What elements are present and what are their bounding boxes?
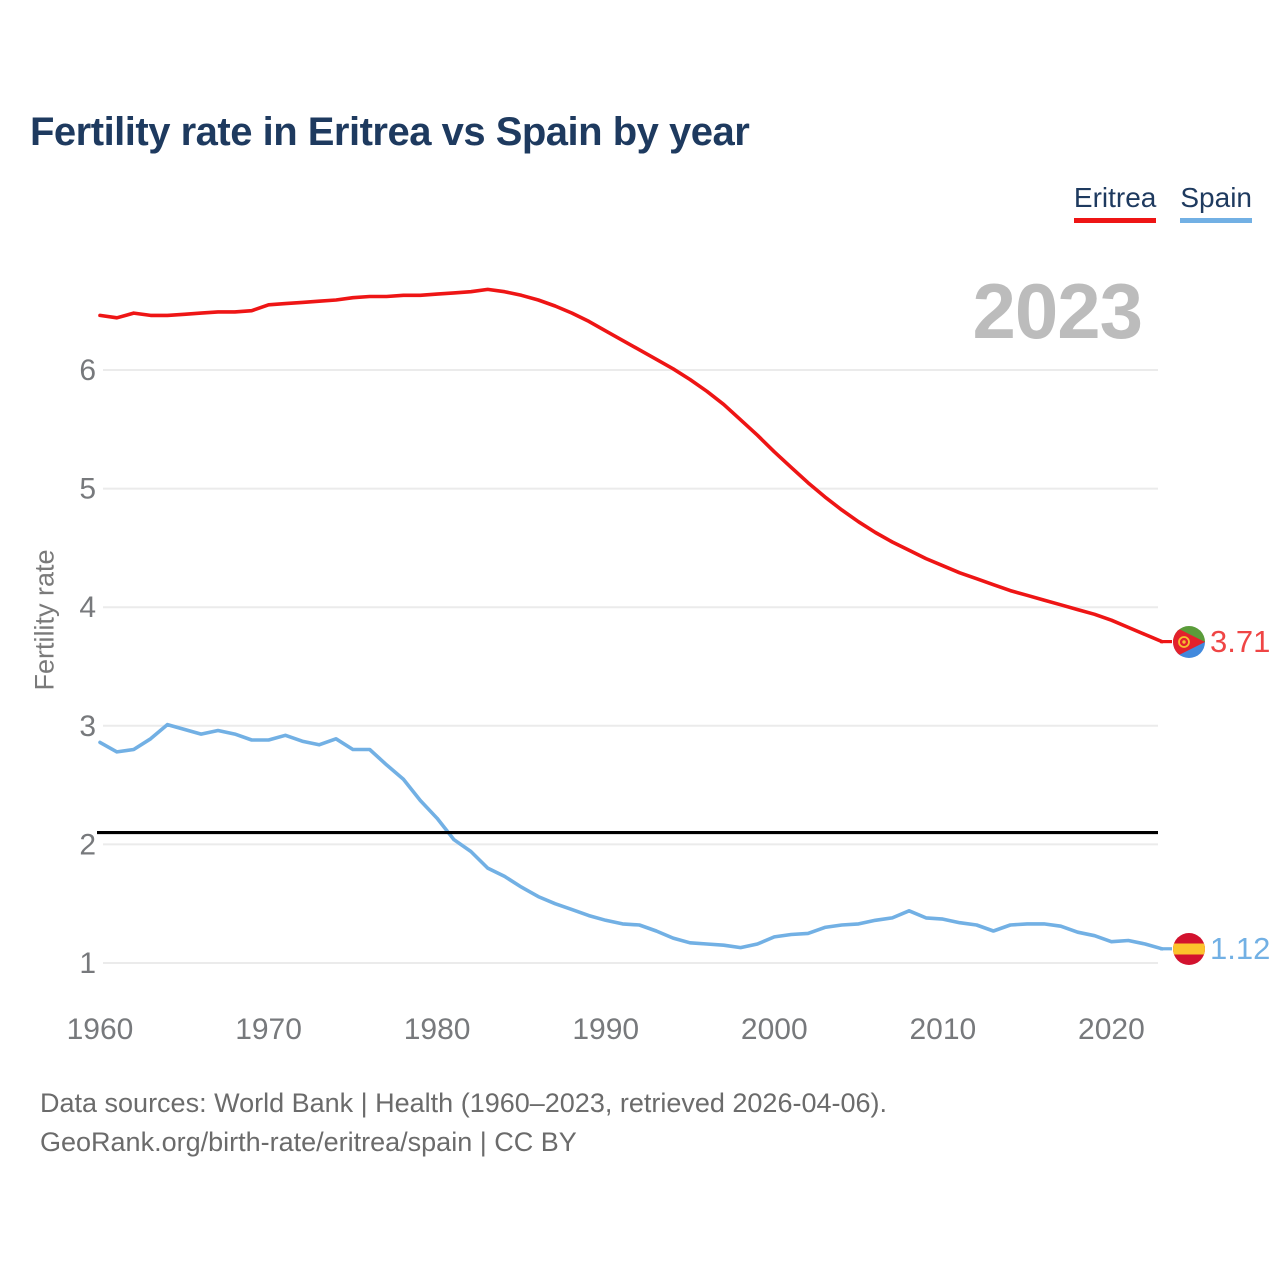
x-tick-label: 2020 <box>1078 1013 1145 1046</box>
legend: Eritrea Spain <box>1073 182 1252 223</box>
eritrea-line <box>98 287 1164 644</box>
y-tick-label: 3 <box>79 710 96 743</box>
x-tick-label: 1980 <box>404 1013 471 1046</box>
watermark-year: 2023 <box>972 267 1143 355</box>
x-tick-label: 1960 <box>67 1013 134 1046</box>
legend-item-spain[interactable]: Spain <box>1180 182 1252 223</box>
y-tick-label: 4 <box>79 591 96 624</box>
spain-flag-icon <box>1173 932 1205 965</box>
x-tick-label: 1970 <box>235 1013 302 1046</box>
x-tick-label: 1990 <box>572 1013 639 1046</box>
eritrea-flag-icon <box>1173 625 1205 658</box>
y-tick-label: 6 <box>79 354 96 387</box>
y-tick-label: 5 <box>79 473 96 506</box>
footer: Data sources: World Bank | Health (1960–… <box>40 1084 887 1162</box>
legend-item-eritrea[interactable]: Eritrea <box>1073 182 1157 223</box>
footer-sources: Data sources: World Bank | Health (1960–… <box>40 1088 887 1118</box>
footer-attribution: GeoRank.org/birth-rate/eritrea/spain | C… <box>40 1127 577 1157</box>
page-title: Fertility rate in Eritrea vs Spain by ye… <box>30 110 750 154</box>
x-tick-label: 2000 <box>741 1013 808 1046</box>
y-tick-label: 1 <box>79 947 96 980</box>
spain-end-value: 1.12 <box>1210 930 1271 966</box>
spain-line <box>98 722 1164 951</box>
eritrea-end-value: 3.71 <box>1210 623 1271 659</box>
y-tick-label: 2 <box>79 828 96 861</box>
x-tick-label: 2010 <box>909 1013 976 1046</box>
